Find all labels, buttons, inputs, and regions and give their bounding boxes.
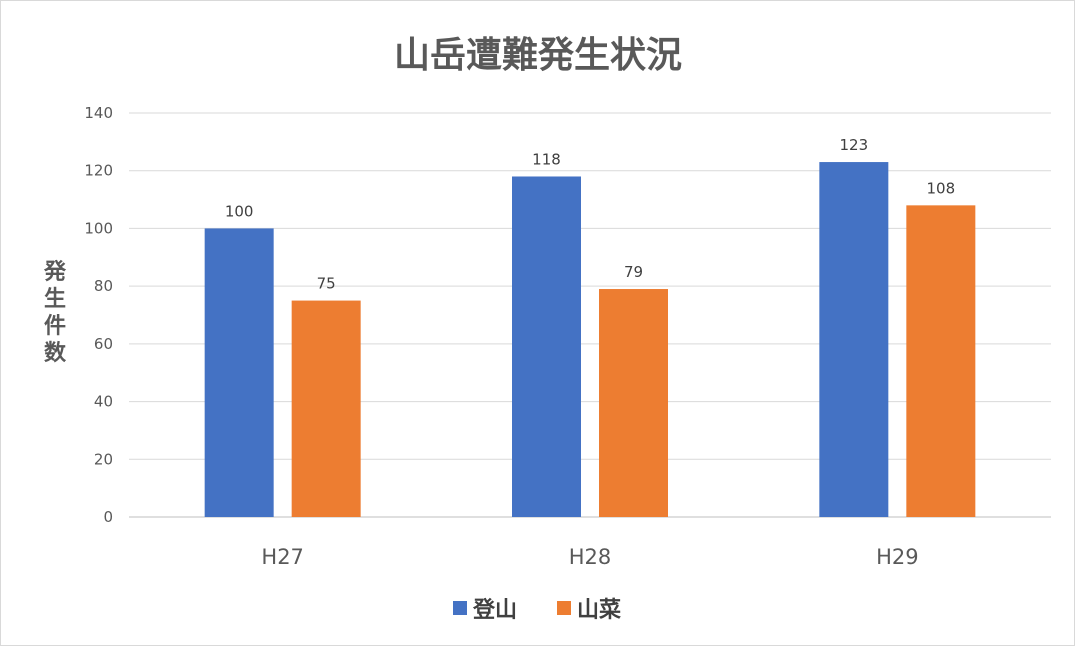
y-axis-label-char: 件	[44, 314, 66, 339]
gridlines	[129, 112, 1051, 518]
bar-山菜-H29	[906, 205, 976, 518]
legend-label: 山菜	[577, 598, 621, 623]
y-tick-label: 0	[103, 508, 113, 526]
data-label: 75	[317, 275, 336, 293]
legend-swatch	[453, 601, 467, 615]
data-label: 118	[532, 150, 561, 168]
bar-登山-H28	[512, 176, 581, 517]
y-axis-label-char: 生	[44, 287, 66, 312]
x-category-label: H27	[261, 545, 304, 569]
y-tick-label: 80	[94, 277, 113, 295]
y-tick-label: 120	[84, 162, 113, 180]
y-tick-label: 40	[94, 393, 113, 411]
y-tick-label: 140	[84, 104, 113, 122]
x-category-label: H29	[876, 545, 919, 569]
bar-山菜-H28	[599, 289, 668, 517]
data-label: 79	[624, 263, 643, 281]
x-category-label: H28	[569, 545, 612, 569]
x-axis-categories: H27 H28 H29	[261, 545, 918, 569]
y-axis-label-char: 数	[44, 340, 67, 366]
y-axis-label-char: 発	[43, 260, 67, 285]
legend: 登山 山菜	[453, 598, 621, 623]
data-label: 100	[225, 202, 254, 220]
bar-登山-H29	[819, 162, 889, 518]
chart-title: 山岳遭難発生状況	[394, 35, 682, 76]
legend-label: 登山	[472, 598, 517, 623]
legend-swatch	[557, 601, 571, 615]
y-tick-label: 100	[84, 219, 113, 237]
bar-登山-H27	[204, 228, 274, 517]
bars	[204, 162, 976, 518]
y-axis-ticks: 0 20 40 60 80 100 120 140	[84, 104, 113, 526]
y-tick-label: 60	[94, 335, 113, 353]
y-tick-label: 20	[94, 450, 113, 468]
bar-山菜-H27	[291, 300, 361, 517]
data-label: 108	[927, 179, 956, 197]
data-labels: 100 75 118 79 123 108	[225, 136, 955, 293]
data-label: 123	[840, 136, 869, 154]
